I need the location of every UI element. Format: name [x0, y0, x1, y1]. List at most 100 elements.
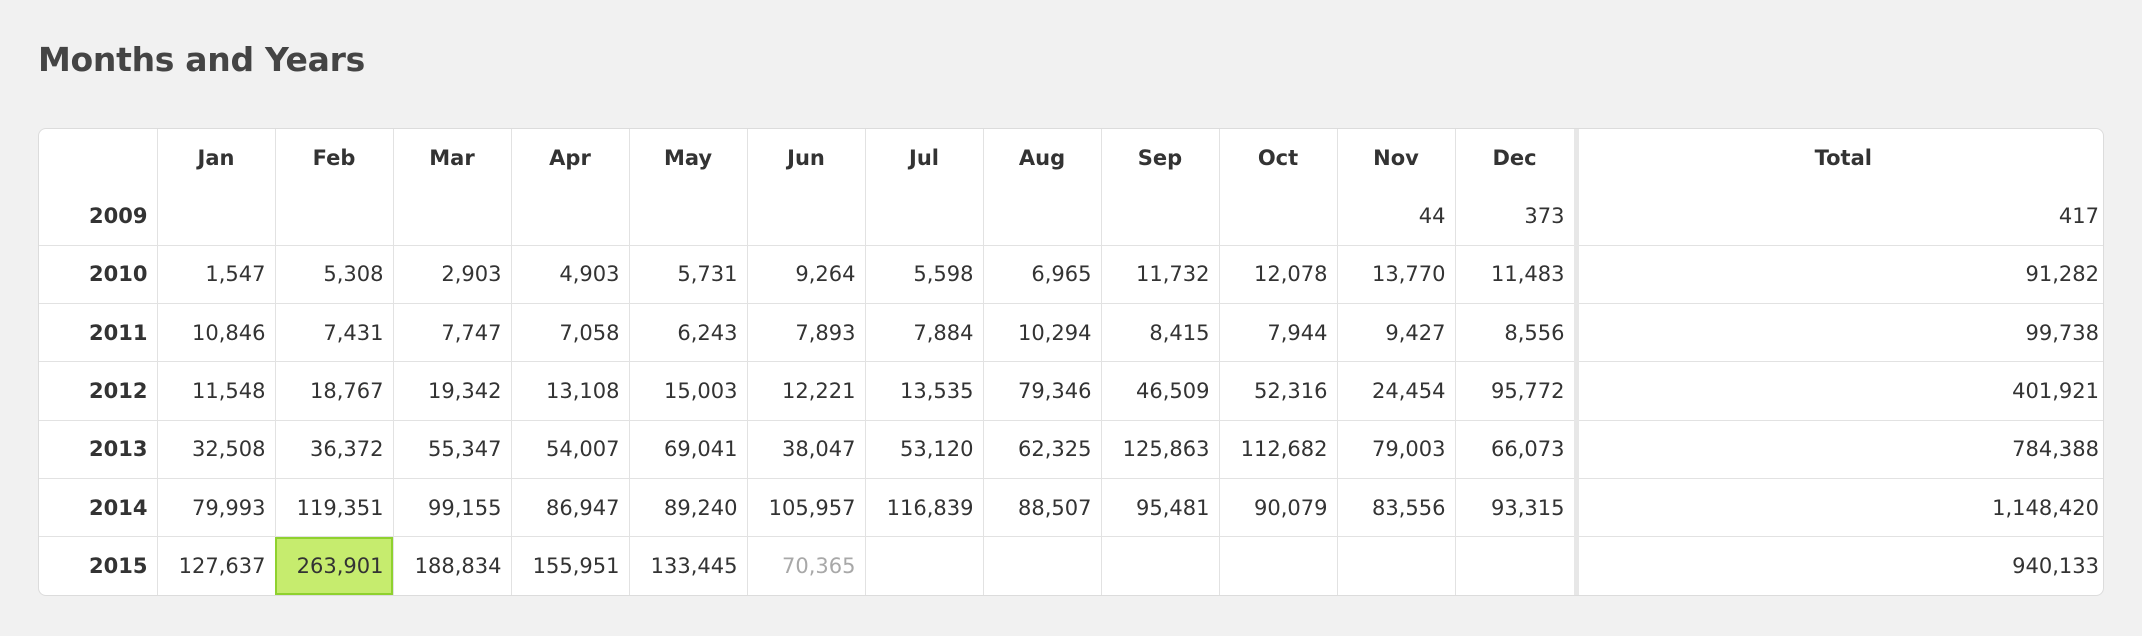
column-header: Mar: [393, 129, 512, 187]
table-body: 2009 44 373 417 2010 1,547 5,308 2,903 4,903 5,73…: [39, 187, 2103, 595]
table-cell: 99,155: [393, 478, 512, 538]
table-cell: 5,731: [629, 245, 748, 305]
table-cell: 119,351: [275, 478, 394, 538]
table-cell: 24,454: [1337, 361, 1456, 421]
table-cell: 10,846: [157, 303, 276, 363]
table-cell: 11,732: [1101, 245, 1220, 305]
column-header: Feb: [275, 129, 394, 187]
table-cell: 5,308: [275, 245, 394, 305]
table-cell: 36,372: [275, 420, 394, 479]
table-cell: 112,682: [1219, 420, 1338, 479]
table-cell: [629, 187, 748, 246]
table-cell: [1101, 187, 1220, 246]
table-cell: [1219, 536, 1338, 595]
table-cell: 46,509: [1101, 361, 1220, 421]
column-header: Jul: [865, 129, 984, 187]
table-cell: 13,108: [511, 361, 630, 421]
row-total-cell: 417: [1576, 187, 2103, 246]
table-cell: 62,325: [983, 420, 1102, 479]
table-cell: 7,431: [275, 303, 394, 363]
table-cell: 93,315: [1455, 478, 1579, 538]
table-cell: 95,481: [1101, 478, 1220, 538]
table-cell: 127,637: [157, 536, 276, 595]
table-cell: 6,243: [629, 303, 748, 363]
table-row: 2013 32,508 36,372 55,347 54,007 69,041 38,047…: [39, 420, 2103, 479]
table-cell: 2,903: [393, 245, 512, 305]
table-cell: 79,993: [157, 478, 276, 538]
table-cell: 7,747: [393, 303, 512, 363]
table-cell: 38,047: [747, 420, 866, 479]
column-header: Oct: [1219, 129, 1338, 187]
table-header-row: Jan Feb Mar Apr May Jun Jul Aug Sep Oct Nov Dec Tota…: [39, 129, 2103, 187]
table-cell: 133,445: [629, 536, 748, 595]
column-header: Nov: [1337, 129, 1456, 187]
row-year-label: 2013: [39, 420, 158, 479]
row-year-label: 2010: [39, 245, 158, 305]
table-cell: 55,347: [393, 420, 512, 479]
row-year-label: 2015: [39, 536, 158, 595]
table-row: 2014 79,993 119,351 99,155 86,947 89,240 105,9…: [39, 478, 2103, 538]
table-cell: 95,772: [1455, 361, 1579, 421]
column-header: Apr: [511, 129, 630, 187]
column-header: May: [629, 129, 748, 187]
row-total-cell: 784,388: [1576, 420, 2103, 479]
table-cell: 1,547: [157, 245, 276, 305]
table-row: 2012 11,548 18,767 19,342 13,108 15,003 12,221…: [39, 361, 2103, 421]
column-header: Total: [1814, 146, 1872, 170]
table-cell: 52,316: [1219, 361, 1338, 421]
table-cell: 89,240: [629, 478, 748, 538]
table-cell: 54,007: [511, 420, 630, 479]
months-years-table-container: Jan Feb Mar Apr May Jun Jul Aug Sep Oct Nov Dec Tota…: [38, 128, 2104, 596]
table-cell: 66,073: [1455, 420, 1579, 479]
table-cell: 19,342: [393, 361, 512, 421]
table-cell: 32,508: [157, 420, 276, 479]
table-cell: 88,507: [983, 478, 1102, 538]
table-cell: 7,058: [511, 303, 630, 363]
table-cell: 11,483: [1455, 245, 1579, 305]
table-cell: [1455, 536, 1579, 595]
row-total-cell: 1,148,420: [1576, 478, 2103, 538]
row-total-cell: 940,133: [2012, 554, 2099, 579]
table-cell: 7,893: [747, 303, 866, 363]
table-cell: [747, 187, 866, 246]
table-cell: 86,947: [511, 478, 630, 538]
table-cell: 7,884: [865, 303, 984, 363]
table-cell: 5,598: [865, 245, 984, 305]
table-cell: [1101, 536, 1220, 595]
table-cell: 13,770: [1337, 245, 1456, 305]
table-cell: 7,944: [1219, 303, 1338, 363]
table-cell: 11,548: [157, 361, 276, 421]
table-cell: 79,003: [1337, 420, 1456, 479]
table-cell: [1219, 187, 1338, 246]
table-cell: 116,839: [865, 478, 984, 538]
table-cell: [983, 187, 1102, 246]
page-title: Months and Years: [38, 40, 365, 79]
table-cell: 83,556: [1337, 478, 1456, 538]
table-cell: 8,415: [1101, 303, 1220, 363]
row-year-label: 2009: [39, 187, 158, 246]
months-years-table: Jan Feb Mar Apr May Jun Jul Aug Sep Oct Nov Dec Tota…: [39, 129, 2103, 595]
row-total-cell: 99,738: [1576, 303, 2103, 363]
table-cell: [511, 187, 630, 246]
column-header: Jun: [747, 129, 866, 187]
table-row: 2011 10,846 7,431 7,747 7,058 6,243 7,893 7,884…: [39, 303, 2103, 363]
table-cell: [1337, 536, 1456, 595]
table-cell: 79,346: [983, 361, 1102, 421]
row-year-label: 2011: [39, 303, 158, 363]
table-cell: 70,365: [747, 536, 866, 595]
table-cell-highlighted: 263,901: [275, 536, 394, 595]
table-cell: 8,556: [1455, 303, 1579, 363]
table-cell: 125,863: [1101, 420, 1220, 479]
table-cell: 12,221: [747, 361, 866, 421]
table-cell: 188,834: [393, 536, 512, 595]
table-row: 2015 127,637 263,901 188,834 155,951 133,445 7…: [39, 536, 2103, 595]
row-total-cell: 401,921: [1576, 361, 2103, 421]
column-header: Sep: [1101, 129, 1220, 187]
table-cell: 373: [1455, 187, 1579, 246]
table-row: 2010 1,547 5,308 2,903 4,903 5,731 9,264 5,598 6…: [39, 245, 2103, 305]
table-cell: 18,767: [275, 361, 394, 421]
table-cell: [275, 187, 394, 246]
column-header: Aug: [983, 129, 1102, 187]
table-cell: 6,965: [983, 245, 1102, 305]
table-cell: 90,079: [1219, 478, 1338, 538]
